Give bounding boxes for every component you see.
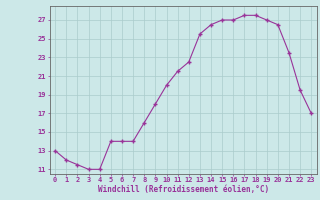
X-axis label: Windchill (Refroidissement éolien,°C): Windchill (Refroidissement éolien,°C) [98,185,269,194]
